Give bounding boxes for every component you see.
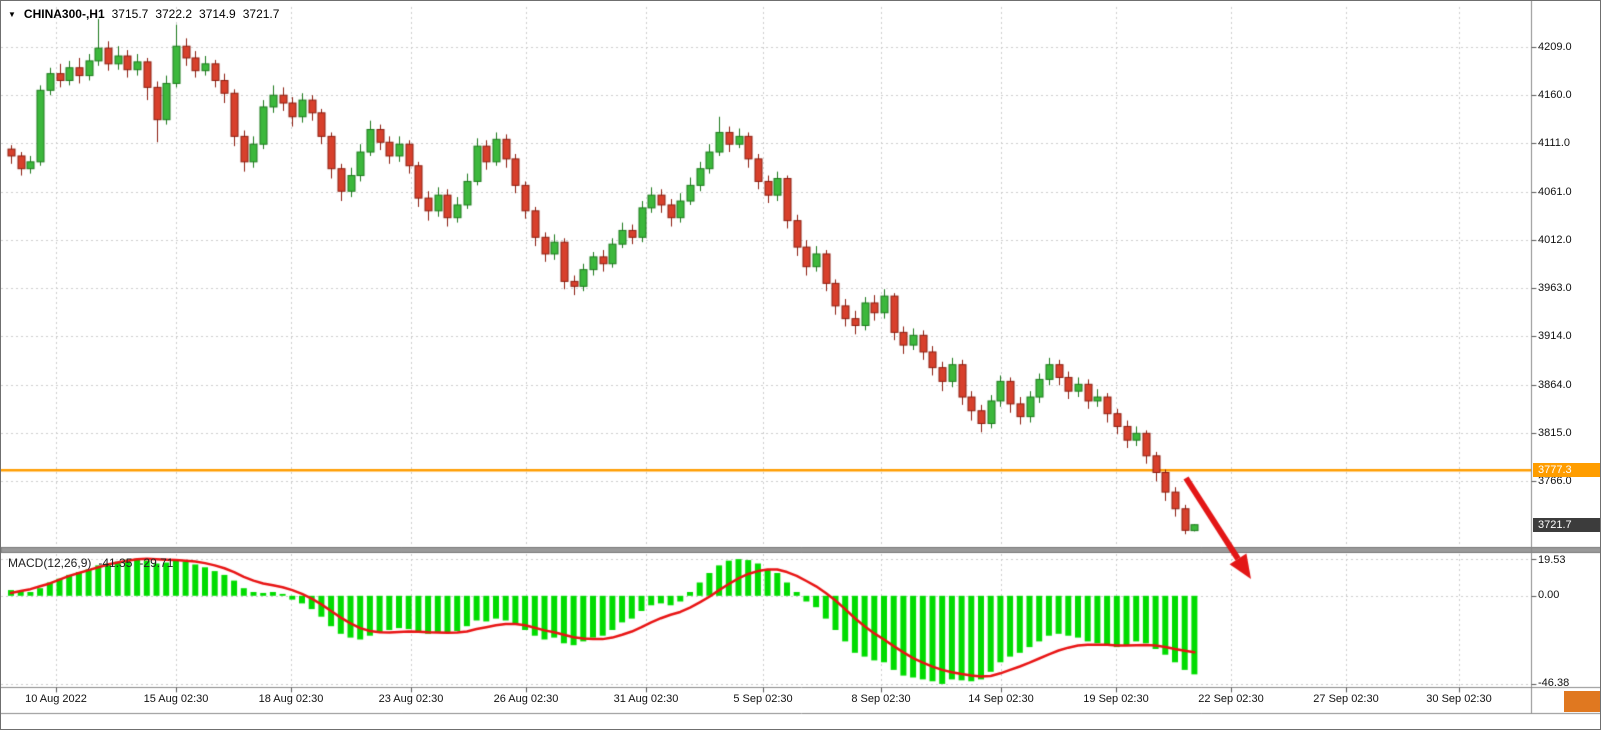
quote-high: 3722.2: [155, 7, 193, 21]
symbol-ohlc-readout: ▼ CHINA300-,H1 3715.7 3722.2 3714.9 3721…: [8, 7, 279, 21]
macd-indicator-label: MACD(12,26,9) -41.35 -29.71: [8, 556, 173, 570]
corner-marker: [1564, 691, 1600, 712]
quote-open: 3715.7: [111, 7, 149, 21]
symbol-dropdown-icon[interactable]: ▼: [8, 9, 16, 19]
quote-low: 3714.9: [199, 7, 236, 21]
quote-close: 3721.7: [242, 7, 280, 21]
symbol-period-label: CHINA300-,H1: [23, 7, 105, 21]
macd-signal-value: -29.71: [139, 556, 174, 570]
macd-value: -41.35: [98, 556, 133, 570]
macd-name: MACD(12,26,9): [8, 556, 92, 570]
